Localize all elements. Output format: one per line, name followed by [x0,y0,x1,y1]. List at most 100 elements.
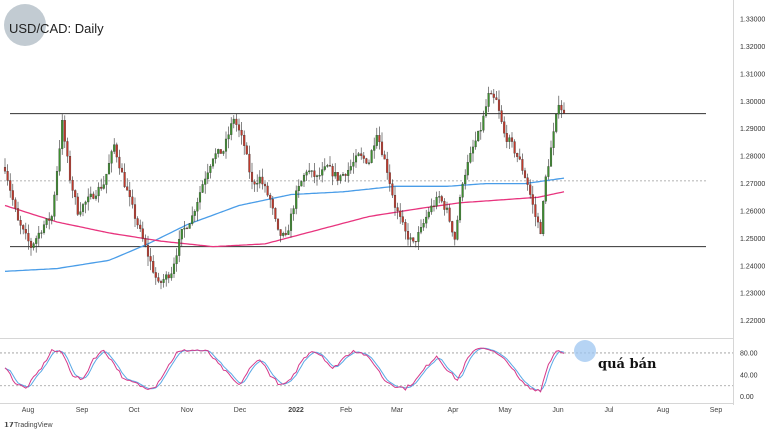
candle-body [334,172,337,177]
candle-body [196,201,199,212]
time-tick-label: Jun [552,407,563,414]
candle-body [274,208,277,220]
candle-body [269,194,272,200]
candle-body [139,224,142,229]
candle-body [412,237,415,242]
candle-body [224,138,228,152]
candle-body [76,196,79,215]
candle-body [227,134,230,140]
time-tick-label: Feb [340,407,352,414]
candle-body [230,123,233,135]
stoch-d-line [4,347,565,392]
candle-body [435,196,438,207]
candle-body [302,174,306,182]
candle-body [305,171,308,176]
candle-body [370,150,373,163]
candlestick-series [3,86,566,290]
candle-body [48,218,51,221]
candle-body [417,232,420,242]
candle-body [68,156,72,181]
candle-body [453,231,456,240]
candle-body [141,228,144,239]
candle-body [144,238,147,246]
price-tick-label: 1.24000 [740,263,765,270]
candle-body [339,175,342,181]
candle-body [40,232,43,234]
candle-body [94,195,98,199]
candle-body [149,256,152,262]
candle-body [248,153,251,173]
candle-body [58,148,61,172]
candle-body [396,207,399,212]
candle-body [297,185,300,191]
candle-body [66,141,69,157]
ma-slow-line [4,177,565,272]
ma-fast-line [4,191,565,248]
candle-body [258,176,261,184]
candle-body [383,154,386,160]
candle-body [219,149,222,154]
candle-body [362,155,365,159]
candle-body [479,130,482,132]
price-tick-label: 1.27000 [740,181,765,188]
candle-body [289,213,293,231]
time-tick-label: Jul [605,407,614,414]
candle-body [443,201,446,210]
candle-body [170,273,173,279]
price-tick-label: 1.31000 [740,71,765,78]
time-tick-label: 2022 [288,407,304,414]
candle-body [222,151,225,154]
candle-body [404,222,407,232]
brand-label[interactable]: TradingView [14,422,53,429]
annotation-label: quá bán [598,357,657,372]
candle-body [313,170,316,177]
candle-body [105,173,108,185]
candle-body [253,181,256,185]
candle-body [136,218,139,226]
candle-body [419,227,423,233]
candle-body [414,241,417,243]
candle-body [292,208,295,215]
chart-title: USD/CAD: Daily [9,21,104,36]
candle-body [263,183,267,187]
candle-body [6,171,9,181]
stoch-tick-label: 0.00 [740,394,754,401]
candle-body [188,223,191,229]
candle-body [217,149,220,154]
candle-body [214,153,217,160]
candle-body [521,159,524,171]
candle-body [445,207,449,210]
candle-body [471,146,475,154]
candle-body [536,216,540,223]
candle-body [107,163,111,175]
candle-body [326,165,329,167]
candle-body [123,172,126,187]
stoch-tick-label: 80.00 [740,350,758,357]
candle-body [154,272,157,278]
candle-body [287,230,290,235]
candle-body [373,145,376,151]
candle-body [256,183,259,185]
candle-body [243,135,246,146]
time-tick-label: Nov [181,407,194,414]
candle-body [534,204,537,217]
candle-body [401,216,404,223]
logo-circle [4,4,46,46]
candle-body [539,221,542,235]
candle-body [375,135,378,146]
candle-body [3,166,7,172]
candle-body [560,104,563,111]
time-tick-label: Apr [448,407,460,414]
candle-body [37,232,40,239]
candle-body [245,145,248,155]
stochastic-axis: 80.00 40.00 0.00 [740,350,758,401]
candle-body [487,93,490,107]
candle-body [162,279,165,283]
candle-body [328,165,332,167]
price-tick-label: 1.30000 [740,99,765,106]
candle-body [42,224,46,233]
candle-body [120,167,124,173]
candle-body [180,229,183,240]
candle-body [508,137,511,142]
candle-body [81,204,85,212]
